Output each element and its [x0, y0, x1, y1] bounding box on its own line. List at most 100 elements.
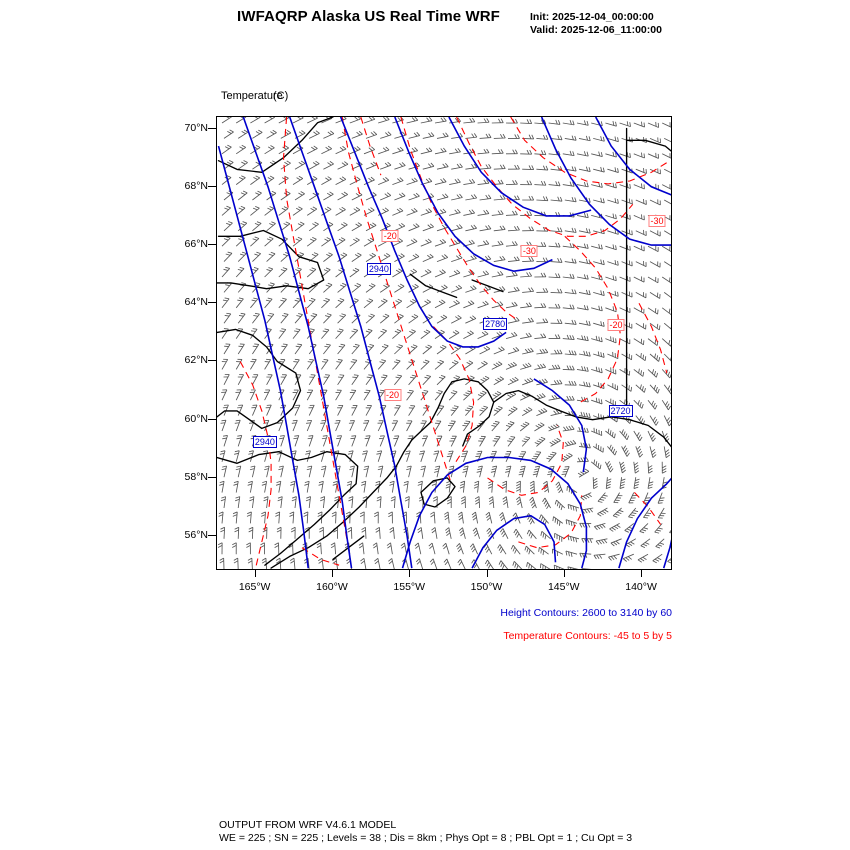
wind-barb: [406, 389, 414, 401]
wind-barb: [507, 406, 518, 416]
wind-barb: [465, 133, 478, 139]
wind-barb: [308, 374, 316, 386]
wind-barb: [633, 245, 645, 252]
wind-barb: [261, 480, 268, 493]
wind-barb: [406, 329, 416, 339]
wind-barb: [391, 420, 398, 432]
wind-barb: [605, 336, 617, 344]
wind-barb: [223, 129, 234, 139]
longitude-tick-mark: [409, 570, 411, 577]
wind-barb: [351, 130, 363, 139]
temperature-contour-path: [400, 117, 519, 322]
wind-barb: [450, 405, 459, 416]
wind-barb: [534, 436, 546, 447]
wind-barb: [463, 360, 474, 370]
wind-barb: [280, 221, 291, 232]
wind-barb: [394, 344, 404, 355]
wind-barb: [348, 496, 354, 509]
height-contour-label: 2780: [483, 317, 508, 330]
wind-barb: [335, 237, 346, 247]
wind-barb: [554, 532, 566, 542]
wind-barb: [657, 492, 665, 504]
wind-barb: [578, 258, 591, 265]
wind-barb: [464, 405, 474, 416]
wind-barb: [507, 256, 520, 263]
wind-barb: [294, 404, 301, 416]
wind-barb: [593, 290, 605, 296]
wind-barb: [400, 542, 408, 555]
wind-barb: [619, 152, 631, 158]
wind-barb: [250, 267, 259, 278]
wind-barb: [308, 160, 320, 170]
wind-barb: [264, 389, 271, 401]
wind-barb: [520, 272, 533, 278]
wind-barb: [491, 361, 503, 370]
wind-barb: [265, 404, 272, 416]
wind-barb: [520, 149, 533, 155]
wind-barb: [564, 227, 577, 233]
wind-barb: [221, 236, 231, 247]
wind-barb: [221, 117, 232, 124]
wind-barb: [476, 465, 483, 478]
wind-barb: [408, 283, 419, 293]
wind-barb: [534, 303, 547, 309]
wind-barb: [550, 135, 563, 141]
wind-barb: [593, 413, 605, 421]
wind-barb: [421, 435, 428, 447]
wind-barb: [264, 297, 273, 309]
wind-barb: [477, 240, 490, 247]
wind-barb: [436, 374, 446, 386]
wind-barb: [463, 178, 476, 186]
wind-barb: [247, 480, 253, 493]
wind-barb: [291, 496, 297, 509]
wind-barb: [264, 267, 274, 278]
wind-barb: [477, 148, 490, 155]
footer-line-config: WE = 225 ; SN = 225 ; Levels = 38 ; Dis …: [219, 832, 633, 844]
wind-barb: [536, 288, 549, 293]
latitude-tick-mark: [208, 244, 216, 246]
wind-barb: [390, 496, 396, 509]
wind-barb: [337, 343, 346, 355]
wind-barb: [507, 286, 520, 293]
wind-barb: [649, 446, 657, 458]
wind-barb: [593, 553, 606, 560]
wind-barb: [491, 391, 502, 401]
wind-barb: [649, 322, 661, 331]
wind-barb: [491, 240, 504, 247]
wind-barb: [619, 338, 631, 345]
wind-barb: [337, 252, 348, 262]
wind-barb: [564, 350, 577, 356]
wind-barb: [635, 322, 647, 330]
wind-barb: [619, 183, 631, 189]
wind-barb: [351, 405, 358, 416]
wind-barb: [663, 261, 671, 269]
wind-barb: [621, 260, 633, 267]
height-contour-path: [401, 456, 588, 569]
map-plot-area[interactable]: 2940 2940 2780 2720 -20 -30 -30 -20 -20: [216, 116, 672, 570]
wind-barb: [237, 374, 244, 385]
wind-barb: [491, 210, 504, 216]
wind-barb: [661, 245, 671, 253]
wind-barb: [434, 147, 447, 155]
wind-barb: [484, 559, 495, 569]
wind-barb: [562, 120, 575, 126]
wind-barb: [319, 526, 324, 539]
wind-barb: [436, 132, 449, 139]
wind-barb: [320, 465, 327, 478]
wind-barb: [264, 206, 274, 216]
wind-barb: [278, 267, 288, 278]
wind-barb: [477, 179, 490, 186]
wind-barb: [436, 162, 449, 170]
wind-barb: [420, 208, 432, 216]
wind-barb: [562, 365, 575, 371]
wind-barb: [377, 298, 388, 309]
wind-barb: [221, 205, 231, 216]
wind-barb: [345, 511, 351, 524]
wind-barb: [389, 480, 395, 493]
wind-barb: [619, 244, 631, 251]
latitude-tick-mark: [208, 302, 216, 304]
wind-barb: [649, 353, 661, 362]
wind-barb: [220, 526, 226, 539]
wind-barb: [479, 405, 489, 416]
wind-barb: [491, 301, 504, 309]
